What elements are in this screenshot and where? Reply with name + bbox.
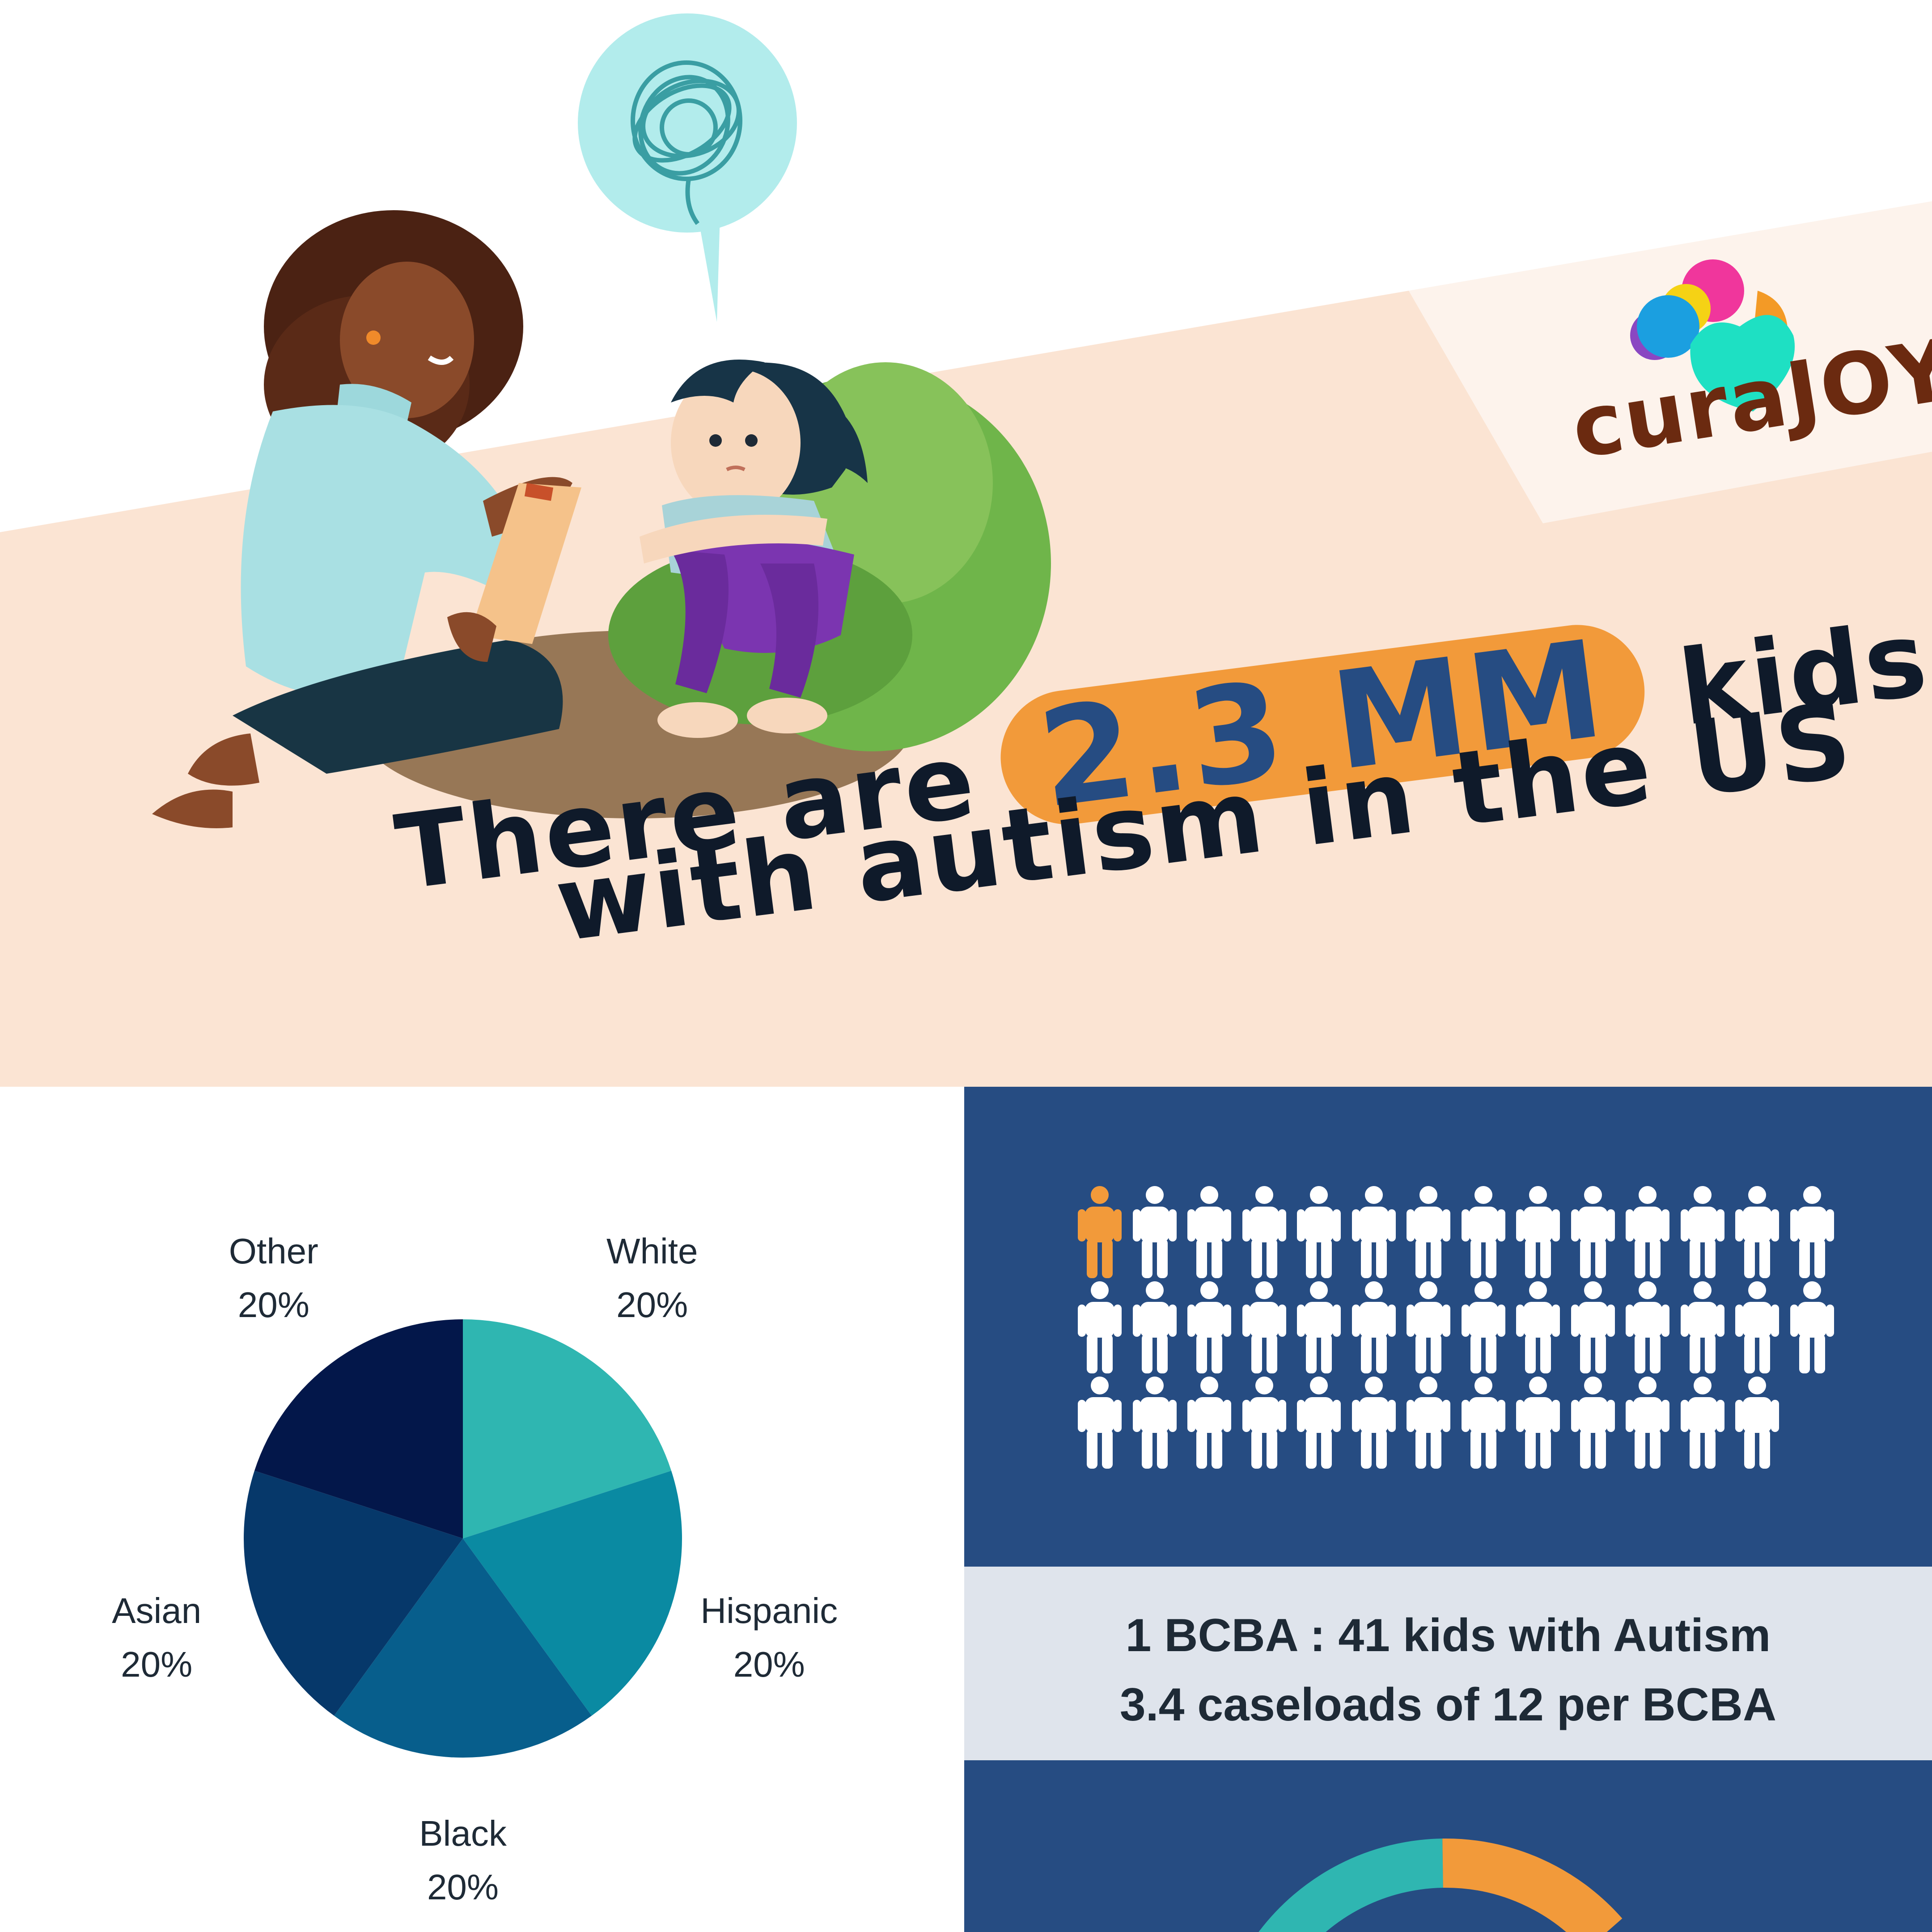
ratio-line-2: 3.4 caseloads of 12 per BCBA bbox=[1119, 1679, 1777, 1731]
pie-label-value: 20% bbox=[427, 1867, 499, 1907]
person-icon bbox=[1242, 1281, 1286, 1373]
person-icon bbox=[1187, 1186, 1231, 1278]
person-icon bbox=[1516, 1281, 1560, 1373]
person-icon bbox=[1735, 1377, 1779, 1469]
pie-label-other: Other 20% bbox=[180, 1224, 368, 1332]
person-icon bbox=[1407, 1186, 1450, 1278]
pie-label-value: 20% bbox=[616, 1284, 688, 1325]
pie-slice-asian bbox=[244, 1470, 463, 1716]
person-icon bbox=[1735, 1186, 1779, 1278]
pie-label-value: 20% bbox=[733, 1644, 805, 1685]
person-icon bbox=[1132, 1281, 1177, 1373]
therapist-figure bbox=[152, 210, 572, 828]
pie-label-hispanic: Hispanic 20% bbox=[675, 1584, 863, 1691]
pie-label-name: Other bbox=[229, 1231, 318, 1271]
person-icon bbox=[1242, 1186, 1286, 1278]
pie-label-name: Asian bbox=[112, 1591, 202, 1631]
person-icon bbox=[1790, 1281, 1834, 1373]
pie-label-asian: Asian 20% bbox=[63, 1584, 250, 1691]
person-icon bbox=[1790, 1186, 1834, 1278]
pie-label-name: White bbox=[606, 1231, 698, 1271]
person-icon bbox=[1352, 1377, 1396, 1469]
progress-ring-track bbox=[1258, 1839, 1444, 1932]
child-figure bbox=[640, 360, 868, 738]
person-icon-bcba bbox=[1078, 1186, 1122, 1278]
person-icon bbox=[1735, 1281, 1779, 1373]
clipboard bbox=[447, 483, 581, 662]
person-icon bbox=[1626, 1186, 1669, 1278]
person-icon bbox=[1187, 1377, 1231, 1469]
person-icon bbox=[1571, 1186, 1615, 1278]
person-icon bbox=[1571, 1377, 1615, 1469]
person-icon bbox=[1078, 1377, 1122, 1469]
pie-label-black: Black 20% bbox=[369, 1807, 557, 1914]
pie-chart-panel: White 20% Hispanic 20% Black 20% Asian 20% Other… bbox=[0, 1087, 964, 1932]
person-icon bbox=[1297, 1186, 1341, 1278]
person-icon bbox=[1516, 1377, 1560, 1469]
pie-slice-other bbox=[254, 1319, 463, 1538]
person-icon bbox=[1132, 1186, 1177, 1278]
person-icon bbox=[1297, 1281, 1341, 1373]
hero-section: curaJOY There are 2.3 MM kids with autism … bbox=[0, 13, 1932, 1087]
donut-progress-ring bbox=[1258, 1838, 1623, 1932]
pie-slice-white bbox=[463, 1319, 672, 1538]
person-icon bbox=[1680, 1281, 1724, 1373]
person-icon bbox=[1132, 1377, 1177, 1469]
ratio-line-1: 1 BCBA : 41 kids with Autism bbox=[1125, 1610, 1771, 1661]
person-icon bbox=[1461, 1281, 1505, 1373]
person-icon bbox=[1242, 1377, 1286, 1469]
pie-label-value: 20% bbox=[121, 1644, 193, 1685]
person-icon bbox=[1680, 1377, 1724, 1469]
pie-slice-hispanic bbox=[463, 1470, 682, 1716]
person-icon bbox=[1680, 1186, 1724, 1278]
heart-cluster-icon bbox=[1630, 259, 1795, 411]
ratio-band: 1 BCBA : 41 kids with Autism 3.4 caseloa… bbox=[964, 1567, 1932, 1760]
person-icon bbox=[1626, 1377, 1669, 1469]
person-icon bbox=[1407, 1281, 1450, 1373]
person-icon bbox=[1187, 1281, 1231, 1373]
pie-label-value: 20% bbox=[237, 1284, 309, 1325]
hero-illustration bbox=[0, 13, 1932, 1087]
person-icon bbox=[1571, 1281, 1615, 1373]
pie-chart bbox=[244, 1319, 682, 1758]
pie-label-white: White 20% bbox=[558, 1224, 746, 1332]
person-icon bbox=[1078, 1281, 1122, 1373]
person-icon bbox=[1461, 1377, 1505, 1469]
person-icon bbox=[1516, 1186, 1560, 1278]
scribble-thought-icon bbox=[578, 13, 797, 322]
progress-ring-fill bbox=[1442, 1838, 1623, 1932]
person-icon bbox=[1352, 1281, 1396, 1373]
person-icon bbox=[1297, 1377, 1341, 1469]
pie-label-name: Hispanic bbox=[700, 1591, 838, 1631]
person-icon bbox=[1461, 1186, 1505, 1278]
pie-slice-black bbox=[334, 1538, 592, 1758]
person-icon bbox=[1352, 1186, 1396, 1278]
logo-patch bbox=[1409, 201, 1932, 523]
pie-label-name: Black bbox=[419, 1813, 507, 1853]
person-icon bbox=[1407, 1377, 1450, 1469]
person-icon bbox=[1626, 1281, 1669, 1373]
